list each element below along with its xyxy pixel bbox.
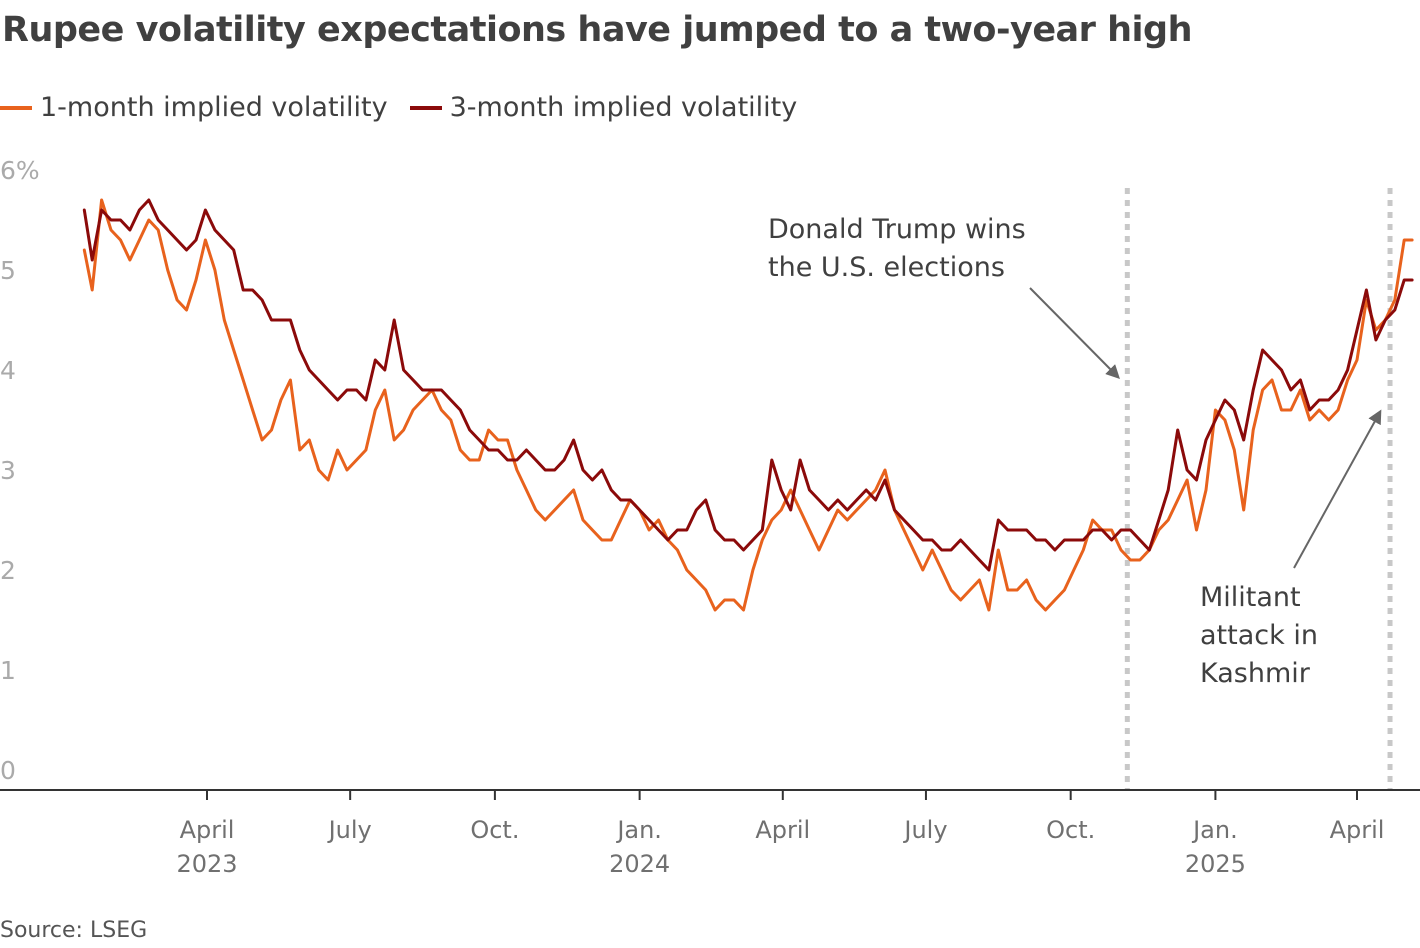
series-1-month-line	[82, 198, 1414, 612]
x-tick-label: April	[755, 816, 810, 844]
legend-swatch-3-month	[409, 105, 442, 110]
legend-item-1-month: 1-month implied volatility	[0, 92, 388, 123]
legend: 1-month implied volatility 3-month impli…	[0, 92, 819, 123]
y-axis-labels: 0 1 2 3 4 5 6%	[0, 156, 40, 785]
x-tick-label: July	[327, 816, 372, 844]
y-tick-label: 0	[0, 756, 16, 785]
y-tick-label: 6%	[0, 156, 40, 185]
event-markers	[1124, 188, 1393, 790]
event-arrow-2	[1293, 409, 1382, 569]
legend-item-3-month: 3-month implied volatility	[409, 92, 798, 123]
event-label-line: attack in	[1200, 620, 1318, 651]
event-label-line: Donald Trump wins	[768, 214, 1026, 245]
x-tick-year-label: 2023	[176, 850, 237, 878]
y-tick-label: 1	[0, 656, 16, 685]
series-3-month-line	[82, 198, 1414, 572]
x-tick-year-label: 2025	[1185, 850, 1246, 878]
x-tick-label: April	[1330, 816, 1385, 844]
y-tick-label: 4	[0, 356, 16, 385]
y-tick-label: 2	[0, 556, 16, 585]
y-tick-label: 3	[0, 456, 16, 485]
event-label-line: Kashmir	[1200, 658, 1311, 689]
legend-label-3-month: 3-month implied volatility	[449, 92, 798, 123]
x-tick-label: April	[180, 816, 235, 844]
event-arrow-1	[1029, 287, 1120, 379]
series-lines	[82, 198, 1414, 612]
x-tick-label: Jan.	[1191, 816, 1238, 844]
x-tick-label: Oct.	[1046, 816, 1095, 844]
chart-title: Rupee volatility expectations have jumpe…	[2, 10, 1193, 50]
source-note: Source: LSEG	[0, 918, 148, 943]
x-tick-label: July	[902, 816, 947, 844]
x-tick-label: Jan.	[615, 816, 662, 844]
y-tick-label: 5	[0, 256, 16, 285]
event-label-line: Militant	[1200, 582, 1301, 613]
legend-label-1-month: 1-month implied volatility	[40, 92, 388, 123]
legend-swatch-1-month	[0, 105, 32, 110]
x-tick-label: Oct.	[470, 816, 519, 844]
annotations: Donald Trump wins the U.S. elections Milit…	[768, 214, 1382, 689]
event-label-line: the U.S. elections	[768, 252, 1005, 283]
x-axis: April 2023 July Oct. Jan. 2024 April July Oct. Ja…	[0, 789, 1420, 878]
x-tick-year-label: 2024	[609, 850, 670, 878]
